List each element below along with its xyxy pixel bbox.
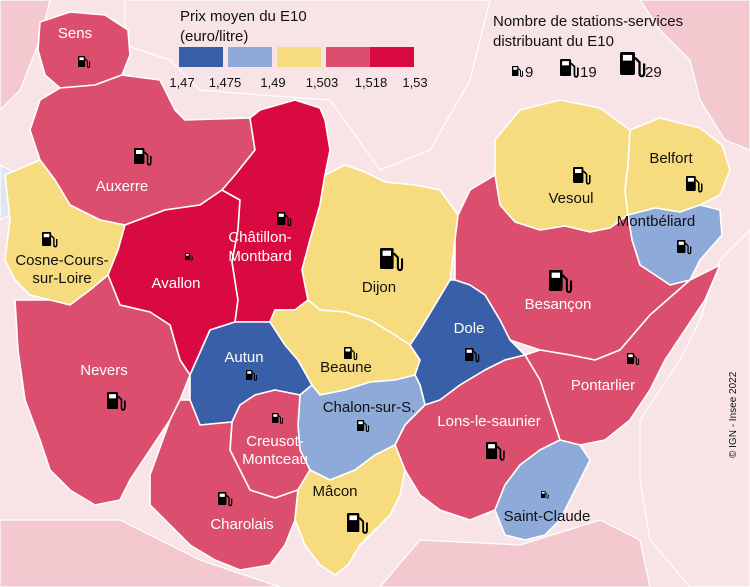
zone-label-macon: Mâcon: [312, 483, 357, 500]
price-legend-swatch-4: [326, 47, 370, 67]
zone-label-autun: Autun: [224, 349, 263, 366]
surrounding-area-south: [0, 519, 281, 587]
station-legend-title-line2: distribuant du E10: [493, 33, 614, 50]
price-legend-swatch-5: [370, 47, 414, 67]
zone-label-vesoul: Vesoul: [548, 190, 593, 207]
zone-label-chalon: Chalon-sur-S.: [323, 399, 416, 416]
price-legend: Prix moyen du E10 (euro/litre) 1,47 1,47…: [169, 8, 427, 90]
surrounding-area-southeast: [379, 519, 651, 587]
price-legend-break-2: 1,475: [209, 75, 242, 90]
zone-label-beaune: Beaune: [320, 359, 372, 376]
price-legend-break-1: 1,47: [169, 75, 194, 90]
zone-label-auxerre: Auxerre: [96, 178, 149, 195]
price-legend-break-5: 1,518: [355, 75, 388, 90]
zone-label-avallon: Avallon: [152, 275, 201, 292]
surrounding-area-northeast: [639, 0, 750, 151]
station-legend-size-large: 29: [645, 64, 662, 81]
zone-label-montbeliard: Montbéliard: [617, 213, 695, 230]
station-legend-title-line1: Nombre de stations-services: [493, 13, 683, 30]
zone-label-belfort: Belfort: [649, 150, 693, 167]
zone-label-saint-claude: Saint-Claude: [504, 508, 591, 525]
station-legend-size-medium: 19: [580, 64, 597, 81]
zone-label-cosne: Cosne-Cours-sur-Loire: [15, 252, 108, 287]
price-legend-break-3: 1,49: [260, 75, 285, 90]
station-legend: Nombre de stations-services distribuant …: [493, 13, 683, 81]
zone-label-dijon: Dijon: [362, 279, 396, 296]
zone-label-lons: Lons-le-saunier: [437, 413, 540, 430]
zone-label-besancon: Besançon: [525, 296, 592, 313]
zone-labels: Sens Auxerre Cosne-Cours-sur-Loire Avall…: [15, 25, 695, 533]
zone-label-chatillon: Châtillon-Montbard: [228, 229, 291, 265]
price-legend-break-4: 1,503: [306, 75, 339, 90]
zone-label-dole: Dole: [454, 320, 485, 337]
zone-label-sens: Sens: [58, 25, 92, 42]
zone-label-charolais: Charolais: [210, 516, 273, 533]
price-legend-swatch-3: [277, 47, 321, 67]
zone-label-pontarlier: Pontarlier: [571, 377, 635, 394]
surrounding-area-northwest: [0, 0, 51, 111]
station-legend-size-small: 9: [525, 64, 533, 81]
surrounding-area-east: [639, 229, 750, 587]
zone-vesoul: [494, 99, 631, 233]
price-legend-title-line2: (euro/litre): [180, 28, 248, 45]
price-legend-swatch-2: [228, 47, 272, 67]
zone-label-creusot: Creusot-Montceau: [242, 433, 308, 468]
zone-saint-claude: [494, 439, 591, 541]
surrounding-area-north-center: [124, 0, 491, 171]
price-legend-break-6: 1,53: [402, 75, 427, 90]
zone-label-nevers: Nevers: [80, 362, 128, 379]
price-legend-title-line1: Prix moyen du E10: [180, 8, 307, 25]
price-legend-swatch-1: [179, 47, 223, 67]
map-credit: © IGN - Insee 2022: [728, 371, 739, 458]
zone-macon: [294, 444, 406, 576]
